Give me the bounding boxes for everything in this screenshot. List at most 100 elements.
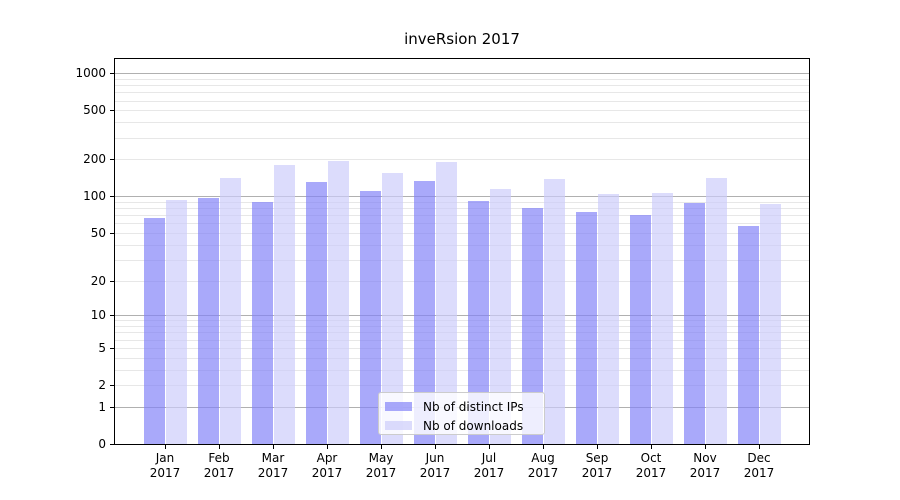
minor-gridline [115,110,809,112]
x-tick-mark [435,445,436,449]
bar-downloads-feb [219,178,241,444]
minor-gridline [115,280,809,282]
minor-gridline [115,92,809,94]
minor-gridline [115,137,809,139]
minor-gridline [115,326,809,328]
x-tick-mark [759,445,760,449]
y-tick-mark [110,280,114,282]
bar-distinct-ips-may [359,190,381,444]
y-tick-mark [110,159,114,161]
bar-distinct-ips-jul [467,200,489,444]
x-tick-label: Jul 2017 [461,451,517,481]
bar-distinct-ips-oct [629,215,651,444]
x-tick-label: May 2017 [353,451,409,481]
minor-gridline [115,385,809,387]
legend-label-distinct-ips: Nb of distinct IPs [423,399,524,414]
bar-downloads-aug [543,178,565,444]
x-tick-label-year: 2017 [743,466,775,480]
bar-distinct-ips-nov [683,202,705,444]
x-tick-mark [651,445,652,449]
x-tick-label-year: 2017 [311,466,343,480]
x-tick-label: Aug 2017 [515,451,571,481]
x-tick-mark [327,445,328,449]
x-tick-label-year: 2017 [689,466,721,480]
plot-area [114,58,810,445]
y-tick-label: 10 [90,308,106,323]
major-gridline [115,196,809,198]
minor-gridline [115,357,809,359]
minor-gridline [115,85,809,87]
minor-gridline [115,159,809,161]
minor-gridline [115,259,809,261]
x-tick-label: Nov 2017 [677,451,733,481]
x-tick-label: Jun 2017 [407,451,463,481]
minor-gridline [115,369,809,371]
legend-label-downloads: Nb of downloads [423,418,524,433]
bar-distinct-ips-feb [197,197,219,444]
x-tick-label: Feb 2017 [191,451,247,481]
bar-distinct-ips-sep [575,212,597,444]
major-gridline [115,315,809,317]
y-tick-label: 1 [98,399,106,414]
x-tick-mark [273,445,274,449]
x-tick-label-year: 2017 [365,466,397,480]
minor-gridline [115,208,809,210]
bar-distinct-ips-apr [305,181,327,444]
minor-gridline [115,223,809,225]
legend-item-downloads: Nb of downloads [385,416,538,435]
x-tick-label-year: 2017 [473,466,505,480]
y-tick-label: 2 [98,378,106,393]
legend: Nb of distinct IPs Nb of downloads [378,392,545,435]
bar-distinct-ips-jun [413,180,435,444]
y-tick-label: 1000 [75,66,106,81]
y-tick-label: 5 [98,340,106,355]
legend-swatch-distinct-ips [385,402,412,411]
x-tick-mark [597,445,598,449]
y-tick-mark [110,110,114,112]
minor-gridline [115,244,809,246]
y-tick-mark [110,406,114,408]
x-tick-mark [489,445,490,449]
minor-gridline [115,122,809,124]
minor-gridline [115,215,809,217]
y-tick-label: 500 [83,103,106,118]
y-tick-mark [110,385,114,387]
bar-downloads-jan [165,200,187,444]
minor-gridline [115,201,809,203]
bar-distinct-ips-jan [143,218,165,444]
x-tick-label: Apr 2017 [299,451,355,481]
y-tick-mark [110,196,114,198]
minor-gridline [115,78,809,80]
bar-downloads-mar [273,164,295,444]
x-tick-label: Mar 2017 [245,451,301,481]
bar-downloads-oct [651,192,673,444]
x-tick-label-year: 2017 [527,466,559,480]
y-tick-label: 20 [90,273,106,288]
x-tick-label-year: 2017 [257,466,289,480]
x-tick-label-year: 2017 [581,466,613,480]
bar-distinct-ips-mar [251,201,273,444]
y-tick-mark [110,315,114,317]
x-tick-mark [381,445,382,449]
minor-gridline [115,233,809,235]
y-tick-label: 50 [90,226,106,241]
minor-gridline [115,332,809,334]
y-tick-mark [110,73,114,75]
bar-distinct-ips-dec [737,226,759,444]
x-tick-mark [543,445,544,449]
x-tick-label: Jan 2017 [137,451,193,481]
bar-distinct-ips-aug [521,207,543,444]
x-tick-label: Dec 2017 [731,451,787,481]
bar-downloads-sep [597,194,619,444]
y-tick-mark [110,347,114,349]
y-tick-label: 200 [83,152,106,167]
minor-gridline [115,320,809,322]
bar-downloads-dec [759,204,781,444]
x-tick-mark [705,445,706,449]
minor-gridline [115,100,809,102]
bar-downloads-jul [489,188,511,444]
chart-title: inveRsion 2017 [404,30,520,48]
legend-swatch-downloads [385,421,412,430]
y-tick-mark [110,444,114,445]
